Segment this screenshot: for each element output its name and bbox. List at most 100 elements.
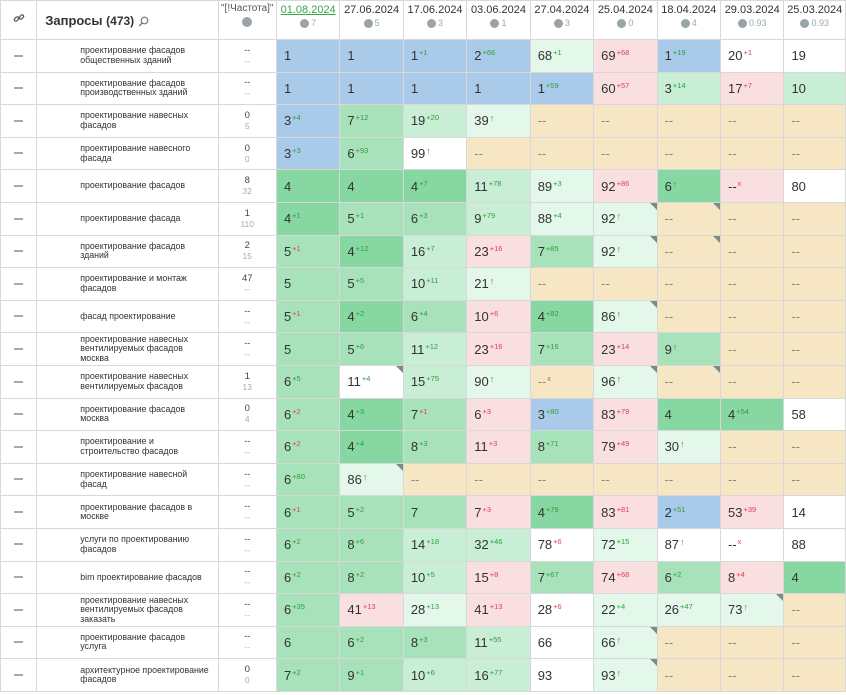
date-column-header[interactable]: 17.06.2024 3 xyxy=(402,0,468,40)
query-text[interactable]: проектирование и монтаж фасадов xyxy=(36,267,219,301)
date-column-header[interactable]: 27.06.2024 5 xyxy=(339,0,404,40)
row-remove-control[interactable] xyxy=(0,462,38,497)
query-text[interactable]: фасад проектирование xyxy=(36,299,219,334)
position-cell[interactable]: -- xyxy=(529,462,595,497)
position-cell[interactable]: 92+86 xyxy=(593,169,658,203)
position-cell[interactable]: 9+1 xyxy=(339,658,404,692)
position-cell[interactable]: -- xyxy=(783,332,846,366)
position-cell[interactable]: 6↑ xyxy=(656,169,722,203)
position-cell[interactable]: 96↑ xyxy=(593,364,658,399)
position-cell[interactable]: 16+7 xyxy=(402,234,468,269)
position-cell[interactable]: 15+8 xyxy=(466,560,531,595)
row-remove-control[interactable] xyxy=(0,364,38,399)
position-cell[interactable]: 4 xyxy=(656,397,722,432)
position-cell[interactable]: 6+2 xyxy=(275,560,341,595)
position-cell[interactable]: 8+71 xyxy=(529,430,595,464)
position-cell[interactable]: 11+55 xyxy=(466,625,531,660)
position-cell[interactable]: -- xyxy=(466,462,531,497)
position-cell[interactable]: 41+13 xyxy=(466,593,531,627)
query-text[interactable]: проектирование фасадов зданий xyxy=(36,234,219,269)
position-cell[interactable]: 1 xyxy=(466,71,531,106)
query-text[interactable]: проектирование фасадов услуга xyxy=(36,625,219,660)
position-cell[interactable]: -- xyxy=(656,136,722,171)
row-remove-control[interactable] xyxy=(0,397,38,432)
position-cell[interactable]: 74+68 xyxy=(593,560,658,595)
position-cell[interactable]: -- xyxy=(719,430,785,464)
position-cell[interactable]: 20+1 xyxy=(719,39,785,73)
position-cell[interactable]: 4+12 xyxy=(339,234,404,269)
position-cell[interactable]: 1 xyxy=(275,71,341,106)
position-cell[interactable]: -- xyxy=(656,625,722,660)
position-cell[interactable]: 86↑ xyxy=(593,299,658,334)
position-cell[interactable]: 6+35 xyxy=(275,593,341,627)
position-cell[interactable]: -- xyxy=(783,658,846,692)
row-remove-control[interactable] xyxy=(0,234,38,269)
row-remove-control[interactable] xyxy=(0,593,38,627)
position-cell[interactable]: 5+6 xyxy=(339,332,404,366)
position-cell[interactable]: 16+77 xyxy=(466,658,531,692)
position-cell[interactable]: 1+59 xyxy=(529,71,595,106)
position-cell[interactable]: 22+4 xyxy=(593,593,658,627)
position-cell[interactable]: 6+2 xyxy=(275,430,341,464)
position-cell[interactable]: 5+5 xyxy=(339,267,404,301)
position-cell[interactable]: -- xyxy=(656,234,722,269)
position-cell[interactable]: 1 xyxy=(339,39,404,73)
position-cell[interactable]: -- xyxy=(719,234,785,269)
position-cell[interactable]: 4+79 xyxy=(529,495,595,529)
position-cell[interactable]: -- xyxy=(783,364,846,399)
position-cell[interactable]: 7+2 xyxy=(275,658,341,692)
position-cell[interactable]: -- xyxy=(719,625,785,660)
position-cell[interactable]: 92↑ xyxy=(593,201,658,236)
position-cell[interactable]: 5+2 xyxy=(339,495,404,529)
position-cell[interactable]: 80 xyxy=(783,169,846,203)
position-cell[interactable]: 11+78 xyxy=(466,169,531,203)
position-cell[interactable]: 5 xyxy=(275,332,341,366)
position-cell[interactable]: 79+49 xyxy=(593,430,658,464)
position-cell[interactable]: 6+3 xyxy=(466,397,531,432)
row-remove-control[interactable] xyxy=(0,169,38,203)
position-cell[interactable]: 10+6 xyxy=(402,658,468,692)
position-cell[interactable]: 7 xyxy=(402,495,468,529)
row-remove-control[interactable] xyxy=(0,39,38,73)
position-cell[interactable]: -- xyxy=(719,201,785,236)
position-cell[interactable]: 7+16 xyxy=(529,332,595,366)
position-cell[interactable]: 10+11 xyxy=(402,267,468,301)
position-cell[interactable]: 23+16 xyxy=(466,332,531,366)
position-cell[interactable]: -- xyxy=(783,267,846,301)
position-cell[interactable]: 93↑ xyxy=(593,658,658,692)
position-cell[interactable]: 60+57 xyxy=(593,71,658,106)
position-cell[interactable]: 73↑ xyxy=(719,593,785,627)
position-cell[interactable]: 6+2 xyxy=(656,560,722,595)
position-cell[interactable]: 99↑ xyxy=(402,136,468,171)
position-cell[interactable]: 2+66 xyxy=(466,39,531,73)
position-cell[interactable]: -- xyxy=(593,267,658,301)
date-column-header[interactable]: 03.06.2024 1 xyxy=(466,0,531,40)
position-cell[interactable]: 1 xyxy=(339,71,404,106)
position-cell[interactable]: 5+1 xyxy=(339,201,404,236)
query-text[interactable]: проектирование навесных фасадов xyxy=(36,104,219,138)
position-cell[interactable]: 7+85 xyxy=(529,234,595,269)
position-cell[interactable]: 10+5 xyxy=(402,560,468,595)
query-text[interactable]: проектирование фасадов москва xyxy=(36,397,219,432)
date-column-header[interactable]: 25.04.2024 0 xyxy=(593,0,658,40)
position-cell[interactable]: 5+1 xyxy=(275,234,341,269)
position-cell[interactable]: 6+2 xyxy=(275,527,341,562)
position-cell[interactable]: 11+4 xyxy=(339,364,404,399)
position-cell[interactable]: 10 xyxy=(783,71,846,106)
row-remove-control[interactable] xyxy=(0,625,38,660)
position-cell[interactable]: -- xyxy=(719,462,785,497)
position-cell[interactable]: 9↑ xyxy=(656,332,722,366)
position-cell[interactable]: 4+54 xyxy=(719,397,785,432)
position-cell[interactable]: -- xyxy=(783,462,846,497)
row-remove-control[interactable] xyxy=(0,560,38,595)
position-cell[interactable]: 3+3 xyxy=(275,136,341,171)
position-cell[interactable]: 5+1 xyxy=(275,299,341,334)
position-cell[interactable]: -- xyxy=(656,658,722,692)
position-cell[interactable]: 72+15 xyxy=(593,527,658,562)
position-cell[interactable]: 8+3 xyxy=(402,430,468,464)
position-cell[interactable]: -- xyxy=(529,267,595,301)
position-cell[interactable]: 4+82 xyxy=(529,299,595,334)
position-cell[interactable]: 28+13 xyxy=(402,593,468,627)
link-column-header[interactable] xyxy=(0,0,38,40)
position-cell[interactable]: -- xyxy=(719,658,785,692)
